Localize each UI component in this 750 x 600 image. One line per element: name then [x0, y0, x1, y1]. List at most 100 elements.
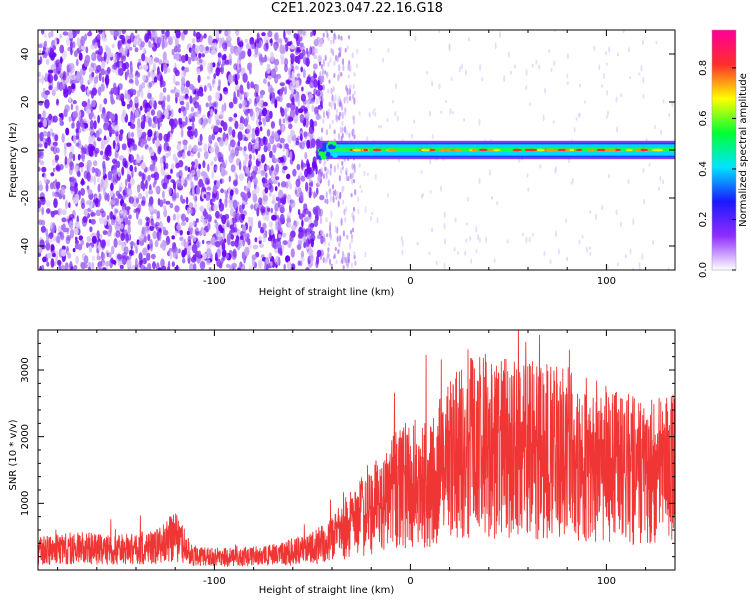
noise-blob [46, 252, 52, 259]
noise-blob [97, 183, 101, 193]
noise-blob [290, 248, 295, 258]
noise-blob [59, 44, 65, 54]
noise-blob [181, 55, 186, 63]
noise-blob [117, 193, 123, 199]
noise-blob [308, 248, 314, 257]
noise-blob [75, 105, 79, 111]
noise-blob [328, 242, 331, 247]
noise-blob [254, 38, 260, 44]
noise-blob [308, 175, 312, 184]
tone-peak [605, 148, 614, 152]
noise-blob [123, 246, 129, 255]
noise-blob [601, 204, 604, 211]
noise-blob [237, 146, 243, 151]
noise-blob [251, 131, 256, 141]
noise-blob [87, 266, 92, 270]
noise-blob [320, 229, 323, 236]
noise-blob [59, 164, 64, 170]
noise-blob [629, 248, 632, 255]
noise-blob [422, 193, 425, 197]
noise-blob [46, 208, 51, 214]
noise-blob [247, 180, 251, 189]
noise-blob [128, 72, 134, 80]
noise-blob [278, 94, 283, 103]
noise-blob [129, 99, 133, 108]
noise-blob [370, 215, 372, 222]
noise-blob [479, 64, 482, 72]
noise-blob [77, 243, 83, 251]
noise-blob [304, 151, 308, 160]
noise-blob [127, 187, 133, 197]
noise-blob [293, 93, 300, 103]
noise-blob [161, 114, 165, 120]
noise-blob [157, 146, 162, 155]
noise-blob [543, 250, 546, 257]
noise-blob [223, 53, 227, 59]
noise-blob [408, 30, 411, 34]
noise-blob [228, 73, 234, 84]
noise-blob [124, 93, 128, 100]
noise-blob [213, 102, 217, 107]
noise-blob [40, 225, 47, 233]
noise-blob [230, 234, 234, 240]
noise-blob [185, 176, 189, 182]
noise-blob [327, 61, 330, 67]
noise-blob [190, 106, 194, 113]
noise-blob [303, 242, 307, 249]
noise-blob [45, 200, 51, 207]
noise-blob [167, 36, 173, 42]
noise-blob [333, 73, 336, 78]
noise-blob [642, 39, 644, 46]
noise-blob [144, 102, 150, 109]
noise-blob [300, 133, 303, 142]
noise-blob [102, 160, 106, 169]
noise-blob [86, 185, 90, 191]
noise-blob [321, 75, 324, 84]
noise-blob [317, 79, 321, 89]
noise-blob [171, 48, 175, 56]
noise-blob [69, 41, 73, 51]
noise-blob [225, 263, 231, 268]
noise-blob [117, 40, 121, 50]
noise-blob [353, 90, 356, 95]
noise-blob [535, 60, 538, 65]
noise-blob [174, 230, 178, 236]
noise-blob [168, 186, 172, 196]
noise-blob [98, 103, 103, 113]
noise-blob [38, 184, 44, 191]
noise-blob [88, 66, 94, 73]
noise-blob [571, 178, 574, 184]
noise-blob [255, 118, 260, 126]
noise-blob [337, 98, 340, 105]
noise-blob [101, 210, 106, 218]
noise-blob [622, 30, 625, 34]
noise-blob [155, 139, 161, 149]
noise-blob [348, 64, 351, 72]
noise-blob [191, 236, 197, 242]
noise-blob [317, 234, 321, 240]
top-y-tick-label: 40 [20, 48, 31, 61]
noise-blob [123, 215, 129, 226]
colorbar-tick-label: 0.6 [698, 110, 709, 126]
noise-blob [470, 258, 473, 264]
noise-blob [124, 240, 128, 246]
noise-blob [328, 187, 331, 195]
noise-blob [338, 47, 341, 52]
noise-blob [232, 248, 237, 258]
noise-blob [301, 219, 304, 228]
noise-blob [374, 111, 377, 117]
noise-blob [302, 31, 306, 36]
noise-blob [39, 131, 44, 142]
noise-blob [380, 125, 383, 129]
noise-blob [629, 76, 632, 80]
noise-blob [210, 108, 214, 117]
noise-blob [256, 110, 259, 119]
noise-blob [147, 234, 151, 242]
noise-blob [279, 156, 285, 163]
noise-blob [615, 209, 618, 216]
noise-blob [60, 249, 67, 257]
noise-blob [327, 179, 330, 187]
tone-band-green [330, 148, 675, 152]
noise-blob [147, 174, 151, 182]
noise-blob [565, 218, 568, 223]
